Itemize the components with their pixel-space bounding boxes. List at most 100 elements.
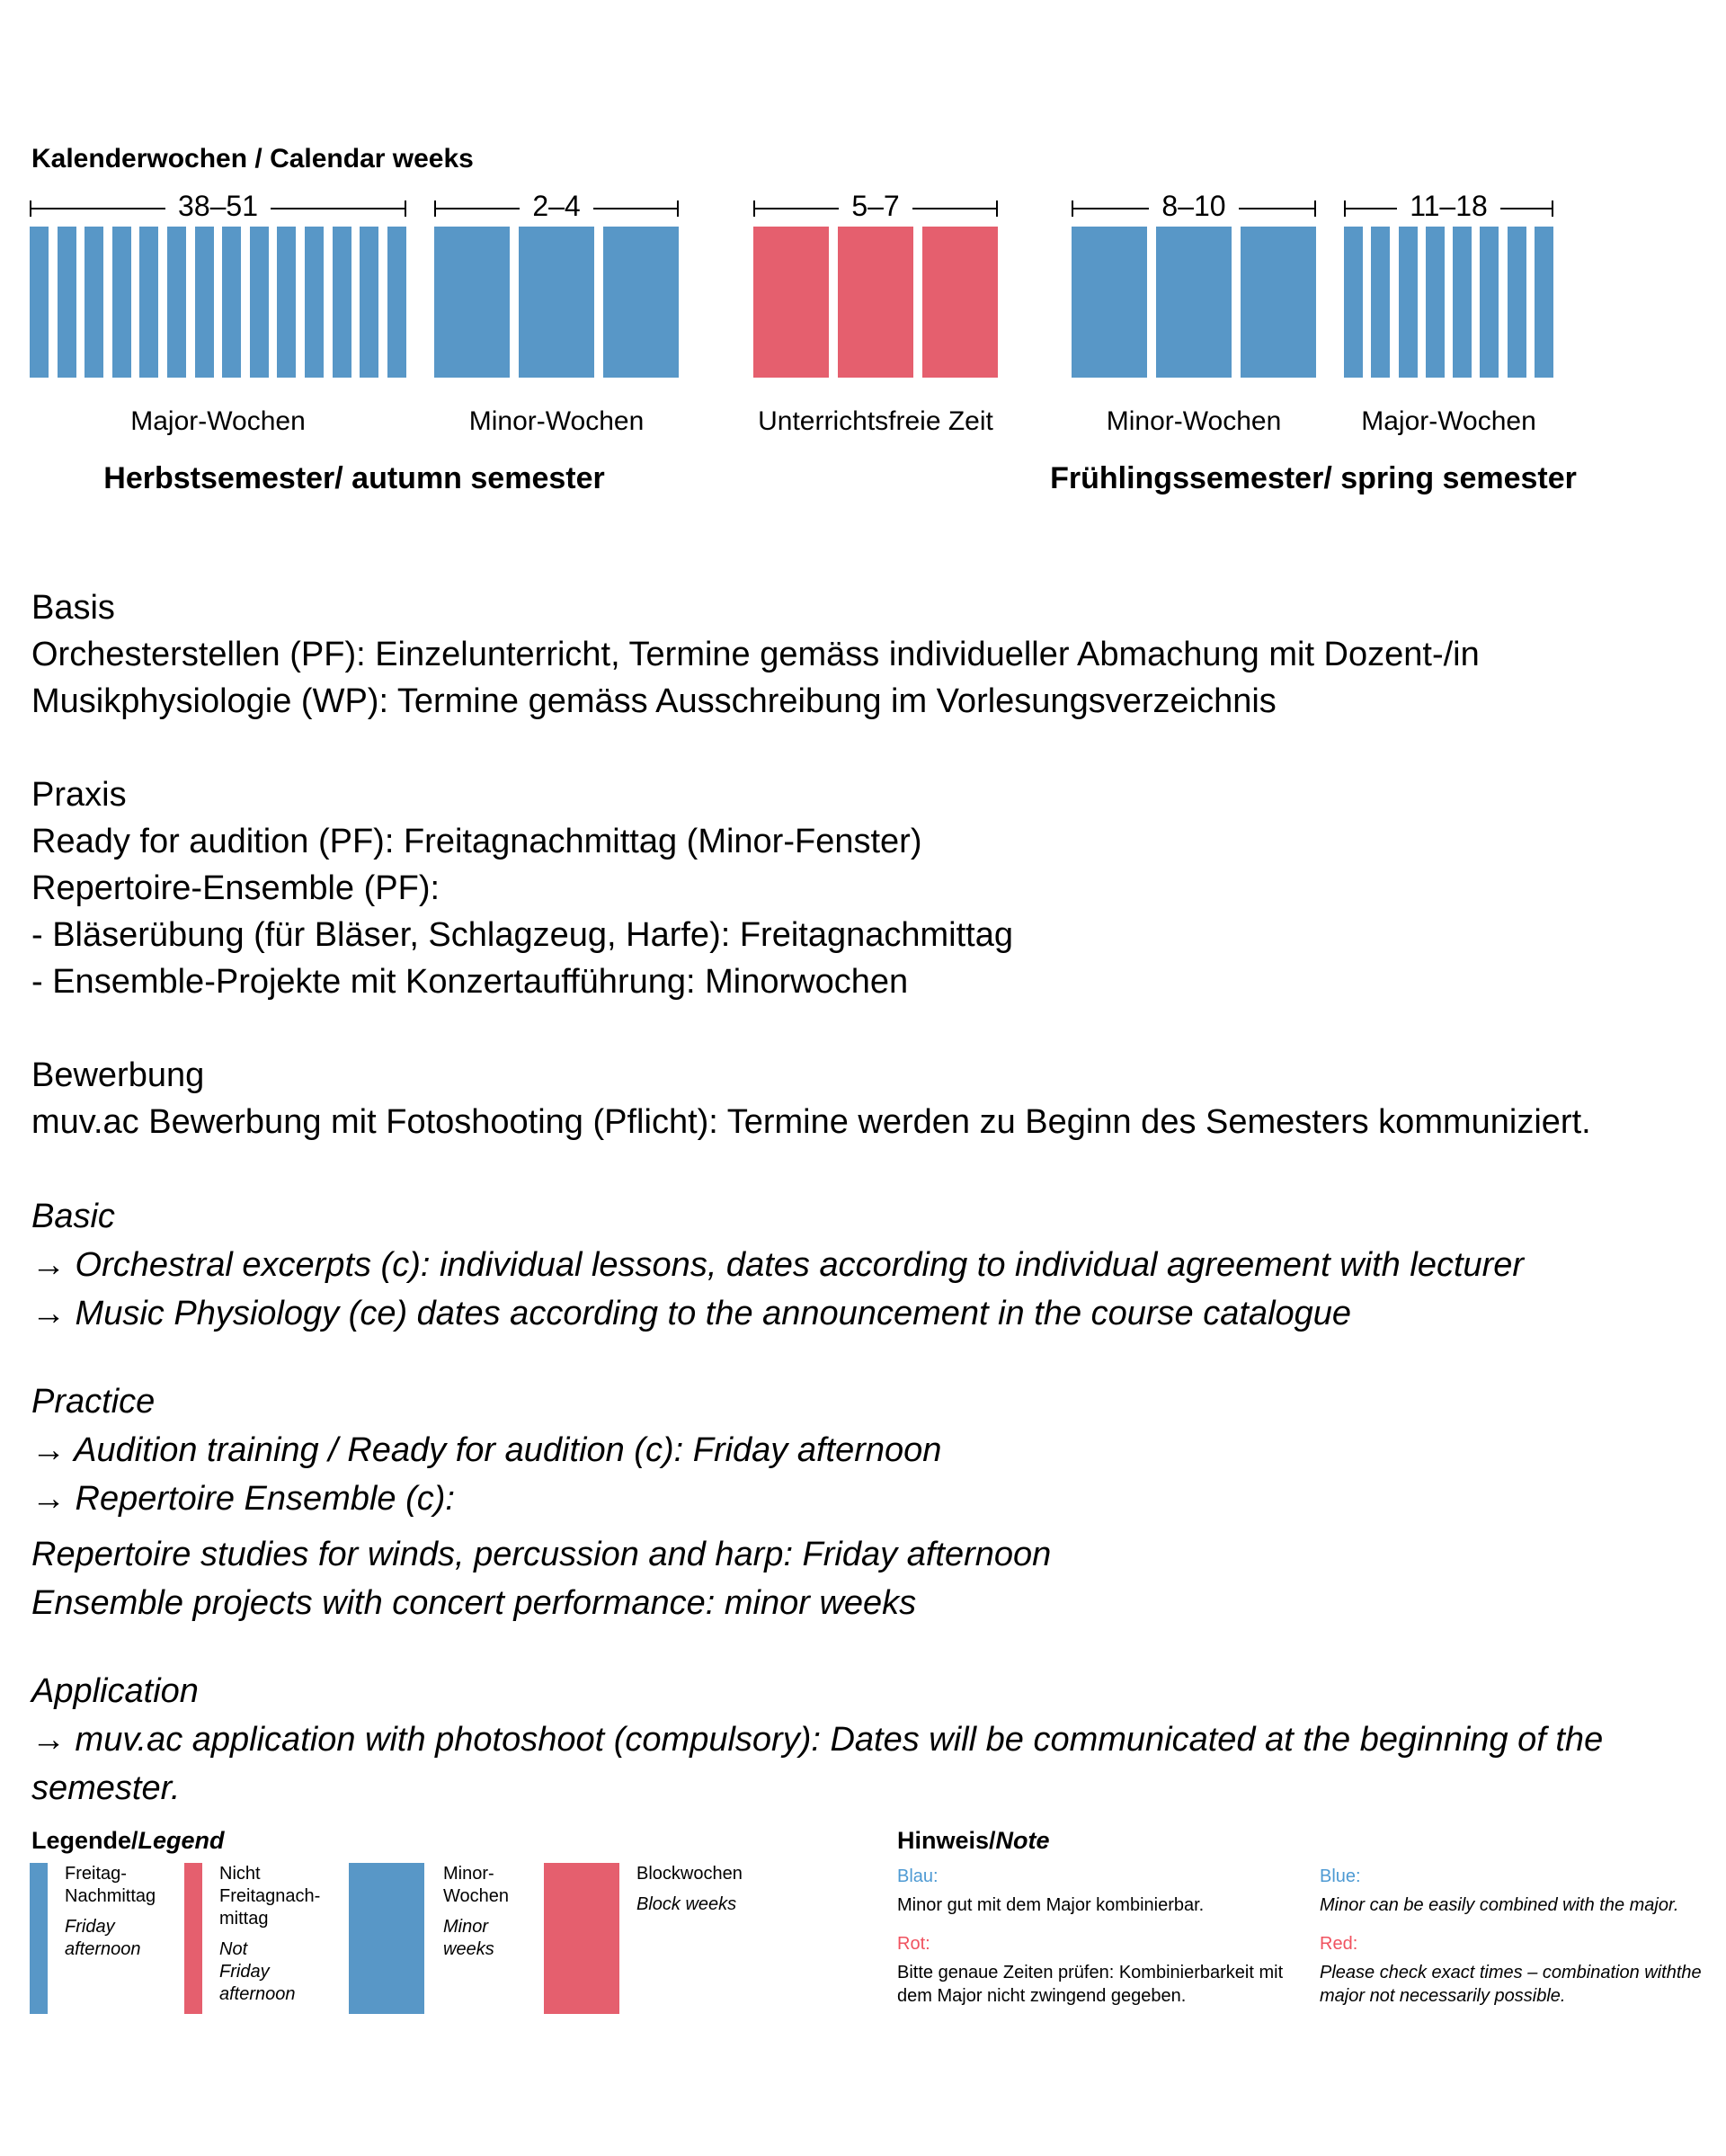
week-bar — [1534, 227, 1553, 378]
week-bar — [387, 227, 406, 378]
text-line: Minor gut mit dem Major kombinierbar. — [897, 1895, 1205, 1915]
body-german: Basis Orchesterstellen (PF): Einzelunterr… — [31, 584, 1591, 1145]
week-group-38–51: 38–51 — [30, 192, 407, 378]
paragraph: Practice → Audition training / Ready for … — [31, 1377, 1603, 1523]
text-line: Musikphysiologie (WP): Termine gemäss Au… — [31, 682, 1277, 720]
note-entry: Blau: Minor gut mit dem Major kombinierba… — [897, 1865, 1311, 1917]
note-heading-en: Note — [995, 1827, 1050, 1854]
week-bar — [57, 227, 76, 378]
bracket-line — [1073, 208, 1150, 209]
text-line: Bitte genaue Zeiten prüfen: Kombinierbar… — [897, 1963, 1284, 1982]
week-bar — [922, 227, 998, 378]
week-bar — [1398, 227, 1418, 378]
week-bar — [1156, 227, 1232, 378]
text-line: → Audition training / Ready for audition… — [31, 1431, 942, 1469]
week-range-label: 2–4 — [532, 190, 581, 222]
week-bars — [1344, 227, 1553, 378]
bracket-right-tick — [1552, 200, 1554, 217]
note-column-de: Blau: Minor gut mit dem Major kombinierba… — [897, 1856, 1311, 2008]
bracket-left-tick — [1344, 200, 1346, 217]
bracket-left-tick — [753, 200, 755, 217]
bracket-line — [31, 208, 166, 209]
note-entry: Rot: Bitte genaue Zeiten prüfen: Kombinie… — [897, 1932, 1311, 2008]
week-bar — [1480, 227, 1499, 378]
legend-label-en: Not Friday afternoon — [219, 1938, 320, 2006]
bracket-left-tick — [434, 200, 436, 217]
text-line: Minor can be easily combined with the ma… — [1320, 1895, 1679, 1915]
week-bar — [519, 227, 594, 378]
week-bar — [222, 227, 242, 378]
week-bars — [753, 227, 998, 378]
bracket-right-tick — [677, 200, 680, 217]
week-range-bracket: 2–4 — [434, 190, 680, 225]
semester-label: Frühlingssemester/ spring semester — [1050, 461, 1577, 495]
text-line: Not — [219, 1939, 248, 1959]
legend-label: Freitag- Nachmittag Friday afternoon — [65, 1863, 156, 1961]
note-color-label: Red: — [1320, 1934, 1358, 1954]
text-line: Ready for audition (PF): Freitagnachmitt… — [31, 823, 922, 860]
week-range-bracket: 38–51 — [30, 192, 407, 225]
note-heading-de: Hinweis/ — [897, 1827, 996, 1854]
week-bar — [1425, 227, 1445, 378]
legend-label-en: Block weeks — [636, 1893, 743, 1916]
week-group-5–7: 5–7 — [753, 192, 999, 378]
text-line: muv.ac Bewerbung mit Fotoshooting (Pflic… — [31, 1103, 1591, 1141]
legend-swatch-red-wide — [544, 1863, 619, 2014]
week-bar — [838, 227, 913, 378]
week-bar — [1072, 227, 1147, 378]
text-line: → Repertoire Ensemble (c): — [31, 1480, 455, 1518]
legend-label: Nicht Freitagnach-mittag Not Friday afternoo… — [219, 1863, 320, 2006]
bracket-line — [755, 208, 840, 209]
text-line: Praxis — [31, 776, 127, 814]
text-line: Minor- — [443, 1864, 494, 1884]
paragraph: Application → muv.ac application with pho… — [31, 1667, 1603, 1813]
week-bar — [1453, 227, 1472, 378]
note-color-label: Blue: — [1320, 1866, 1361, 1886]
text-line: Freitag- — [65, 1864, 127, 1884]
legend-heading-de: Legende/ — [31, 1827, 138, 1854]
text-line: Basis — [31, 589, 115, 627]
week-range-bracket: 8–10 — [1072, 192, 1316, 225]
note-color-label: Blau: — [897, 1866, 939, 1886]
legend-swatch-blue-wide — [349, 1863, 424, 2014]
paragraph: Basic → Orchestral excerpts (c): individu… — [31, 1192, 1603, 1338]
group-label: Major-Wochen — [1361, 406, 1536, 436]
text-line: Bewerbung — [31, 1056, 205, 1094]
bracket-left-tick — [1072, 200, 1073, 217]
week-bar — [603, 227, 679, 378]
legend-label: Blockwochen Block weeks — [636, 1863, 743, 1916]
text-line: afternoon — [219, 1984, 296, 2004]
week-bar — [139, 227, 159, 378]
legend-label-en: Minor weeks — [443, 1916, 509, 1961]
text-line: Blockwochen — [636, 1864, 743, 1884]
week-bars — [434, 227, 679, 378]
text-line: weeks — [443, 1939, 494, 1959]
text-line: Orchesterstellen (PF): Einzelunterricht,… — [31, 636, 1480, 673]
bracket-line — [1238, 208, 1314, 209]
semester-label: Herbstsemester/ autumn semester — [103, 461, 605, 495]
bracket-right-tick — [1314, 200, 1316, 217]
text-line: - Ensemble-Projekte mit Konzertaufführun… — [31, 963, 909, 1001]
legend-label-de: Freitag- Nachmittag — [65, 1863, 156, 1908]
group-label: Major-Wochen — [130, 406, 306, 436]
week-range-label: 8–10 — [1161, 190, 1226, 222]
text-line: Please check exact times – combination w… — [1320, 1963, 1702, 1982]
week-range-bracket: 11–18 — [1344, 190, 1554, 225]
bracket-left-tick — [30, 200, 31, 217]
week-bar — [434, 227, 510, 378]
bracket-right-tick — [996, 200, 999, 217]
text-line: Minor — [443, 1917, 489, 1937]
text-line: Friday — [219, 1962, 270, 1982]
text-line: - Bläserübung (für Bläser, Schlagzeug, H… — [31, 916, 1013, 954]
week-range-label: 11–18 — [1410, 190, 1488, 222]
legend-label-en: Friday afternoon — [65, 1916, 156, 1961]
text-line: Repertoire-Ensemble (PF): — [31, 869, 440, 907]
week-range-bracket: 5–7 — [753, 192, 999, 225]
group-label: Minor-Wochen — [468, 406, 645, 436]
bracket-right-tick — [405, 200, 407, 217]
legend-label-de: Minor- Wochen — [443, 1863, 509, 1908]
week-bar — [1371, 227, 1391, 378]
note-text: Minor can be easily combined with the ma… — [1320, 1893, 1726, 1917]
page-title: Kalenderwochen / Calendar weeks — [31, 144, 474, 174]
